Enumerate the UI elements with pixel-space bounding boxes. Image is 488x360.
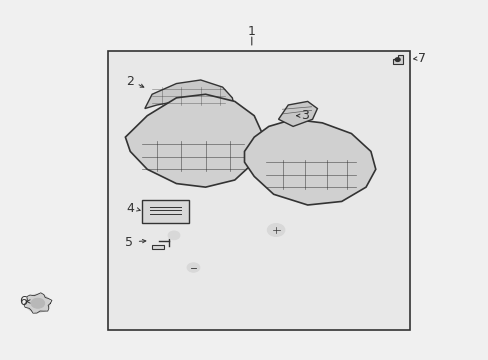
Polygon shape [244,119,375,205]
Circle shape [394,58,399,62]
Text: 4: 4 [126,202,134,215]
Text: 3: 3 [301,109,308,122]
FancyBboxPatch shape [108,51,409,330]
Text: 1: 1 [247,25,255,38]
Polygon shape [144,80,234,109]
Polygon shape [125,94,264,187]
Circle shape [31,298,44,308]
Circle shape [26,294,50,312]
Polygon shape [152,245,164,249]
Text: 7: 7 [417,52,425,65]
Text: 6: 6 [20,295,27,308]
Circle shape [267,224,285,237]
Circle shape [187,263,200,272]
Text: 5: 5 [125,236,133,249]
Polygon shape [392,55,402,64]
FancyBboxPatch shape [142,200,188,223]
Polygon shape [278,102,317,126]
Circle shape [168,231,180,240]
Text: 2: 2 [126,75,134,88]
